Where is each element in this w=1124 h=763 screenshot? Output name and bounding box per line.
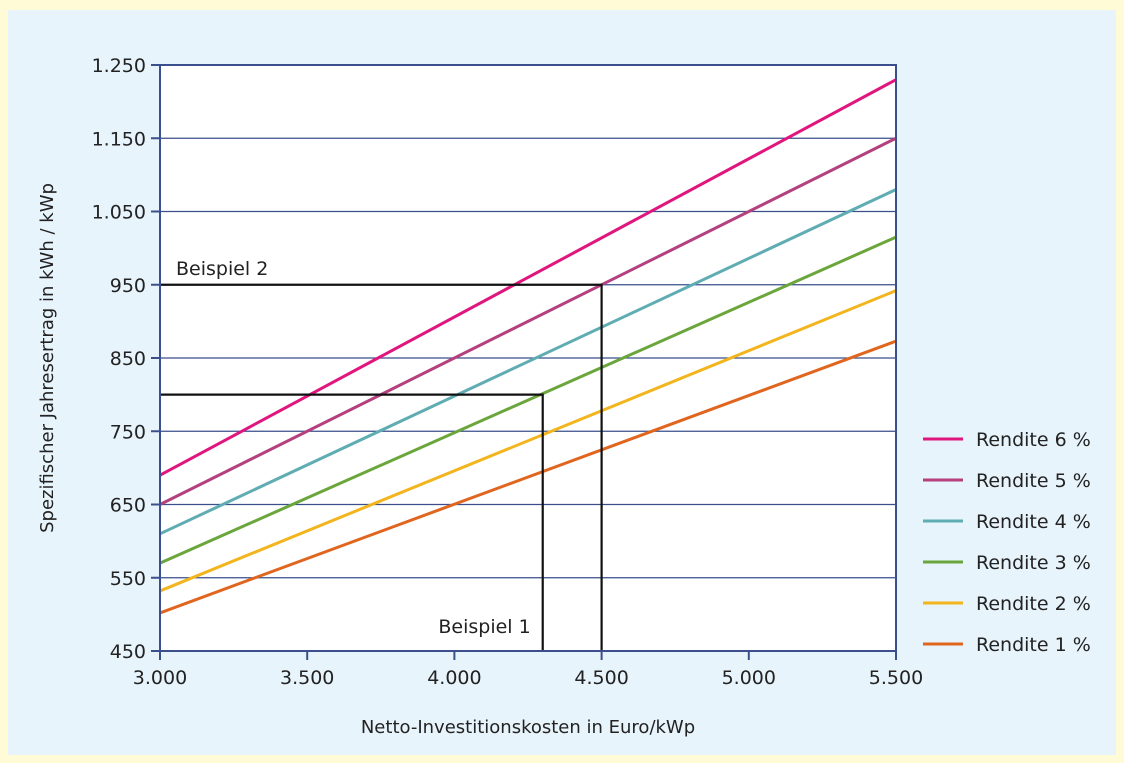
y-tick-label: 750 xyxy=(110,421,146,443)
series-line xyxy=(159,235,897,565)
axis-ticks: 450 550 650 750 850 950 1.050 1.150 1.250 3.000 3.… xyxy=(92,55,924,689)
x-tick-label: 4.000 xyxy=(427,667,481,689)
annotation-label: Beispiel 2 xyxy=(176,258,268,280)
series-lines xyxy=(159,78,897,615)
annotation-line xyxy=(160,393,544,651)
y-tick-label: 450 xyxy=(110,641,146,663)
legend-label: Rendite 1 % xyxy=(976,634,1091,656)
x-tick-label: 3.000 xyxy=(133,667,187,689)
y-tick-label: 550 xyxy=(110,568,146,590)
y-tick-label: 950 xyxy=(110,275,146,297)
annotation-label: Beispiel 1 xyxy=(438,616,530,638)
annotations: Beispiel 1 Beispiel 2 xyxy=(160,258,603,651)
x-tick-label: 5.000 xyxy=(722,667,776,689)
annotation-line xyxy=(160,283,603,651)
y-tick-label: 1.050 xyxy=(92,202,146,224)
x-tick-label: 5.500 xyxy=(869,667,923,689)
legend-label: Rendite 3 % xyxy=(976,552,1091,574)
x-axis-label: Netto-Investitionskosten in Euro/kWp xyxy=(361,717,695,738)
series-line xyxy=(159,78,897,477)
y-tick-label: 1.250 xyxy=(92,55,146,77)
series-line xyxy=(159,188,897,536)
y-axis-label: Spezifischer Jahresertrag in kWh / kWp xyxy=(37,183,58,533)
series-line xyxy=(159,339,897,615)
y-tick-label: 650 xyxy=(110,495,146,517)
x-tick-label: 3.500 xyxy=(280,667,334,689)
legend: Rendite 6 % Rendite 5 % Rendite 4 % Rendite… xyxy=(923,429,1091,656)
series-line xyxy=(159,289,897,593)
x-tick-label: 4.500 xyxy=(574,667,628,689)
legend-label: Rendite 5 % xyxy=(976,470,1091,492)
legend-label: Rendite 6 % xyxy=(976,429,1091,451)
y-tick-label: 850 xyxy=(110,348,146,370)
legend-label: Rendite 4 % xyxy=(976,511,1091,533)
legend-label: Rendite 2 % xyxy=(976,593,1091,615)
series-line xyxy=(159,136,897,506)
y-tick-label: 1.150 xyxy=(92,128,146,150)
